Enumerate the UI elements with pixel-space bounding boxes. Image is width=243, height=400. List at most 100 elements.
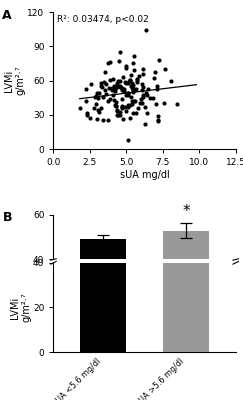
Point xyxy=(120,105,124,111)
Point xyxy=(138,100,141,106)
Point xyxy=(151,95,155,102)
Point xyxy=(163,65,167,72)
Point xyxy=(129,83,133,89)
Point xyxy=(131,84,135,91)
Point xyxy=(144,27,148,33)
Point xyxy=(121,116,125,122)
Point xyxy=(120,87,123,94)
Point xyxy=(111,92,115,98)
Point xyxy=(99,104,103,111)
Point xyxy=(89,81,93,87)
Point xyxy=(108,77,112,83)
Point xyxy=(124,108,128,115)
Y-axis label: LVMi
g/m²·⁷: LVMi g/m²·⁷ xyxy=(10,293,32,322)
Point xyxy=(126,92,130,98)
Point xyxy=(101,117,104,124)
Point xyxy=(146,110,149,116)
Point xyxy=(114,99,118,105)
Point xyxy=(106,98,110,104)
Point xyxy=(141,84,145,91)
Point xyxy=(124,80,128,86)
Point xyxy=(126,90,130,96)
Point xyxy=(111,76,114,82)
Point xyxy=(156,116,160,123)
Point xyxy=(96,95,100,101)
Point xyxy=(131,82,135,88)
Point xyxy=(84,98,88,104)
Point xyxy=(135,76,139,82)
Point xyxy=(116,78,120,84)
Point xyxy=(97,108,101,115)
Point xyxy=(78,105,82,112)
Point xyxy=(126,104,130,110)
Point xyxy=(114,82,118,89)
Point xyxy=(134,110,138,116)
Bar xyxy=(80,240,126,349)
Point xyxy=(156,83,159,89)
Point xyxy=(131,87,135,94)
Point xyxy=(144,90,148,96)
Point xyxy=(156,118,160,124)
Bar xyxy=(163,230,209,349)
Text: *: * xyxy=(182,204,190,219)
Point xyxy=(106,60,110,66)
Point xyxy=(114,103,118,109)
Point xyxy=(115,108,119,114)
Point xyxy=(100,84,104,90)
Point xyxy=(110,87,114,93)
Point xyxy=(85,110,89,116)
Point xyxy=(169,77,173,84)
Text: R²: 0.03474, p<0.02: R²: 0.03474, p<0.02 xyxy=(57,15,149,24)
Point xyxy=(130,98,134,104)
Y-axis label: LVMi
g/m²·⁷: LVMi g/m²·⁷ xyxy=(4,66,26,95)
Point xyxy=(95,101,98,107)
Point xyxy=(103,86,107,93)
Point xyxy=(140,87,144,93)
Point xyxy=(122,88,126,94)
Point xyxy=(129,115,132,121)
Point xyxy=(117,83,121,90)
Point xyxy=(143,121,147,127)
X-axis label: sUA mg/dl: sUA mg/dl xyxy=(120,170,169,180)
Point xyxy=(136,105,140,112)
Point xyxy=(130,84,134,91)
Point xyxy=(141,94,145,100)
Point xyxy=(120,103,124,110)
Point xyxy=(115,112,119,118)
Point xyxy=(154,101,158,108)
Point xyxy=(175,100,179,107)
Point xyxy=(130,83,134,90)
Point xyxy=(114,103,118,110)
Point xyxy=(104,81,108,87)
Point xyxy=(113,86,117,92)
Point xyxy=(95,115,99,122)
Point xyxy=(97,90,101,96)
Point xyxy=(133,98,137,104)
Point xyxy=(102,79,106,85)
Point xyxy=(104,91,108,97)
Point xyxy=(124,92,128,98)
Point xyxy=(136,79,139,85)
Point xyxy=(128,102,132,108)
Point xyxy=(124,63,128,69)
Point xyxy=(103,69,107,75)
Point xyxy=(126,90,130,96)
Text: B: B xyxy=(2,211,12,224)
Point xyxy=(118,78,122,84)
Point xyxy=(135,76,139,83)
Point xyxy=(141,92,145,99)
Point xyxy=(116,111,120,118)
Point xyxy=(113,102,117,109)
Point xyxy=(143,103,147,110)
Point xyxy=(156,112,160,119)
Point xyxy=(117,58,121,64)
Point xyxy=(148,95,152,101)
Point xyxy=(95,107,99,114)
Point xyxy=(108,59,112,66)
Point xyxy=(130,80,134,86)
Bar xyxy=(163,234,209,352)
Point xyxy=(128,77,132,83)
Point xyxy=(118,109,122,116)
Point xyxy=(107,85,111,92)
Point xyxy=(139,96,143,102)
